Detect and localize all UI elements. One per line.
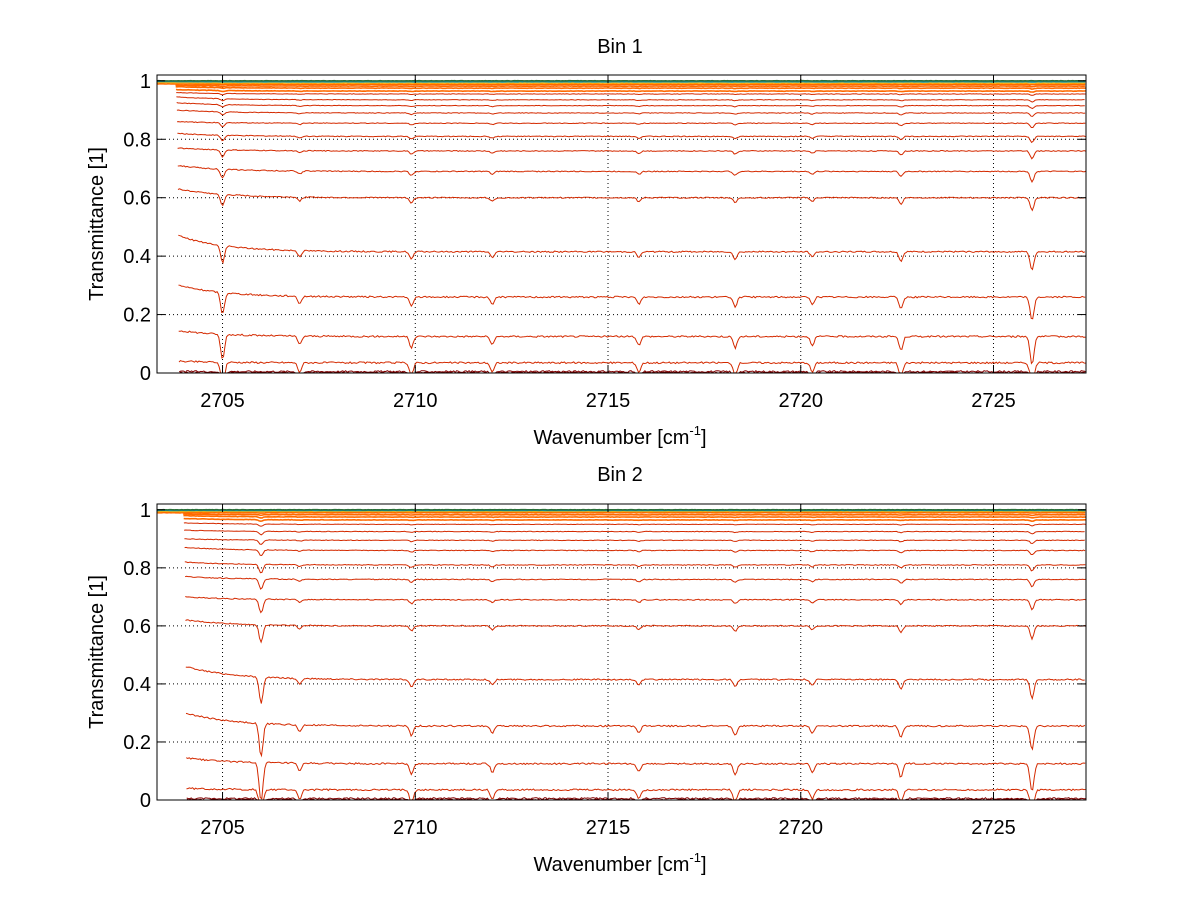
series-line xyxy=(184,538,1085,545)
series-line xyxy=(176,102,1085,110)
x-tick-label: 2720 xyxy=(778,817,823,839)
series-line xyxy=(177,121,1086,128)
series-line xyxy=(185,712,1086,758)
series-line xyxy=(176,109,1086,117)
x-axis-label-end: ] xyxy=(701,854,707,876)
y-tick-label: 0.2 xyxy=(123,305,151,327)
series-line xyxy=(185,666,1085,704)
x-tick-label: 2705 xyxy=(200,817,245,839)
x-axis-label-end: ] xyxy=(701,427,707,449)
series-line xyxy=(184,546,1086,557)
x-tick-label: 2715 xyxy=(586,390,631,412)
x-axis-label-sup: -1 xyxy=(689,423,701,438)
series-line xyxy=(177,188,1085,212)
x-axis-label: Wavenumber [cm-1] xyxy=(533,850,706,876)
y-tick-label: 0.6 xyxy=(123,188,151,210)
series-line xyxy=(184,575,1086,590)
series-line xyxy=(183,517,1086,523)
series-line xyxy=(183,514,1086,519)
series-line xyxy=(175,85,1086,90)
grid xyxy=(157,75,1086,374)
series-line xyxy=(186,787,1086,801)
series-line xyxy=(184,561,1086,574)
series-line xyxy=(176,91,1086,96)
y-tick-label: 0.8 xyxy=(123,129,151,151)
series-line xyxy=(176,96,1085,103)
y-tick-label: 0.2 xyxy=(123,732,151,754)
series-line xyxy=(178,284,1086,320)
chart-title: Bin 2 xyxy=(597,464,643,486)
x-axis-label-main: Wavenumber [cm xyxy=(533,854,689,876)
plot-frame xyxy=(156,74,1087,374)
x-tick-label: 2715 xyxy=(586,817,631,839)
series-line xyxy=(177,147,1086,160)
x-axis-label-main: Wavenumber [cm xyxy=(533,427,689,449)
y-tick-label: 0.6 xyxy=(123,616,151,638)
series-line xyxy=(177,132,1086,144)
y-tick-label: 0.4 xyxy=(123,246,151,268)
x-tick-label: 2705 xyxy=(200,390,245,412)
y-tick-label: 0 xyxy=(140,790,151,812)
x-tick-label: 2725 xyxy=(971,817,1016,839)
subplot-bin-1: Bin 1 2705 2710 2715 2720 2725 0 0.2 0.4 0.6 0.8 1… xyxy=(86,36,1087,449)
chart-title: Bin 1 xyxy=(597,36,643,58)
series-line xyxy=(178,360,1086,374)
y-tick-label: 1 xyxy=(140,500,151,522)
series-line xyxy=(177,165,1087,183)
y-axis-label: Transmittance [1] xyxy=(86,575,108,729)
x-tick-label: 2710 xyxy=(393,817,438,839)
series-line xyxy=(178,234,1086,271)
y-axis-label: Transmittance [1] xyxy=(86,147,108,301)
x-axis-label-sup: -1 xyxy=(689,850,701,865)
ticks: 2705 2710 2715 2720 2725 0 0.2 0.4 0.6 0.8 1 xyxy=(123,71,1086,412)
subplot-bin-2: Bin 2 2705 2710 2715 2720 2725 0 0.2 0.4 0.6 0.8 1… xyxy=(86,464,1087,876)
series-line xyxy=(185,619,1087,644)
series-group xyxy=(156,79,1087,374)
series-line xyxy=(156,82,1086,86)
x-tick-label: 2720 xyxy=(778,390,823,412)
series-line xyxy=(183,522,1086,527)
y-tick-label: 0.8 xyxy=(123,558,151,580)
series-line xyxy=(178,330,1086,365)
series-line xyxy=(179,369,1087,374)
x-tick-label: 2725 xyxy=(971,390,1016,412)
series-line xyxy=(156,81,1086,84)
series-line xyxy=(175,84,1086,88)
y-tick-label: 1 xyxy=(140,71,151,93)
grid xyxy=(157,504,1086,801)
y-tick-label: 0.4 xyxy=(123,674,151,696)
y-tick-label: 0 xyxy=(140,363,151,385)
x-axis-label: Wavenumber [cm-1] xyxy=(533,423,706,449)
series-line xyxy=(156,511,1086,514)
series-line xyxy=(185,596,1086,614)
series-line xyxy=(185,757,1086,800)
series-line xyxy=(183,513,1086,517)
plot-frame xyxy=(156,503,1087,801)
x-tick-label: 2710 xyxy=(393,390,438,412)
ticks: 2705 2710 2715 2720 2725 0 0.2 0.4 0.6 0.8 1 xyxy=(123,500,1086,839)
series-group xyxy=(156,508,1087,801)
series-line xyxy=(175,88,1086,93)
series-line xyxy=(184,529,1085,536)
